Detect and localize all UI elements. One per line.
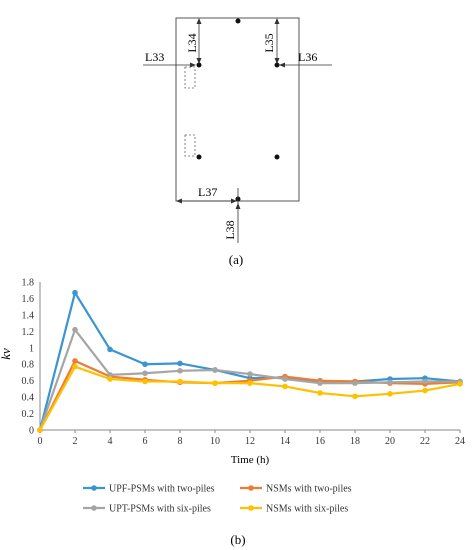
dashed-block-upper (184, 66, 196, 89)
x-tick-label: 16 (315, 436, 325, 447)
series-3-point (107, 372, 113, 378)
series-4-point (422, 387, 428, 394)
series-4-point (212, 380, 218, 386)
label-l38: L38 (223, 220, 237, 239)
label-l35: L35 (262, 33, 276, 52)
series-3-point (317, 380, 323, 386)
y-tick-label: 0.6 (22, 376, 35, 387)
series-4-point (317, 390, 323, 396)
x-tick-label: 4 (108, 436, 113, 447)
series-4-point (72, 363, 78, 370)
y-tick-label: 0.8 (22, 360, 35, 371)
x-tick-label: 12 (245, 436, 255, 447)
x-tick-label: 18 (350, 436, 360, 447)
x-tick-label: 20 (385, 436, 395, 447)
x-tick-label: 2 (73, 436, 78, 447)
legend-label: NSMs with six-piles (266, 504, 348, 515)
pile-upper-left (196, 62, 202, 68)
label-l37: L37 (198, 185, 217, 199)
y-tick-label: 1.8 (22, 278, 35, 289)
axes: 00.20.40.60.811.21.41.61.80 2 4 6 8 10 12 14 16 1… (22, 278, 466, 448)
series-3-point (282, 376, 288, 382)
series-1-line (38, 291, 461, 431)
x-tick-label: 14 (280, 436, 290, 447)
x-tick-label: 24 (455, 436, 465, 447)
series-4-point (142, 378, 148, 385)
label-l36: L36 (298, 50, 317, 64)
legend-label: UPF-PSMs with two-piles (109, 484, 215, 495)
series-3-point (352, 380, 358, 386)
x-axis-label: Time (h) (231, 454, 270, 466)
legend-label: UPT-PSMs with six-piles (109, 504, 211, 515)
layout-schematic: L34 L35 L33 L36 L37 L38 (a) (143, 17, 332, 267)
series-4-point (37, 427, 43, 433)
legend: UPF-PSMs with two-piles NSMs with two-pil… (83, 484, 352, 515)
y-tick-label: 0.4 (22, 393, 35, 404)
y-tick-label: 1.6 (22, 294, 35, 305)
caption-b: (b) (230, 532, 245, 547)
series-4-point (352, 393, 358, 400)
pile-top-center (235, 18, 241, 24)
series-3-point (247, 371, 253, 377)
pile-upper-right (274, 62, 280, 68)
x-tick-label: 8 (178, 436, 183, 447)
legend-swatch-marker (248, 505, 254, 511)
series-4-point (107, 376, 113, 382)
y-tick-label: 1.4 (22, 310, 35, 321)
series-3-point (142, 370, 148, 377)
series-3-point (387, 379, 393, 386)
x-tick-label: 6 (143, 436, 148, 447)
caption-a: (a) (229, 252, 243, 267)
dashed-block-lower (184, 134, 196, 157)
legend-swatch-marker (91, 485, 97, 491)
pile-lower-right (274, 154, 280, 160)
y-tick-label: 0.2 (22, 409, 35, 420)
x-tick-label: 0 (38, 436, 43, 447)
series-3-point (212, 367, 218, 373)
series-4-point (247, 380, 253, 386)
label-l33: L33 (145, 50, 164, 64)
series-3-point (177, 368, 183, 374)
series-4-point (177, 378, 183, 385)
label-l34: L34 (185, 33, 199, 52)
series-2-point (72, 358, 78, 364)
x-tick-label: 10 (210, 436, 220, 447)
legend-swatch-marker (248, 485, 254, 491)
y-tick-label: 0 (29, 426, 34, 437)
series-1-point (72, 289, 78, 296)
series-4-point (282, 383, 288, 390)
series-3-point (422, 378, 428, 385)
series-group (37, 289, 463, 433)
series-4-point (387, 391, 393, 397)
series-4-point (457, 381, 463, 387)
series-1-point (142, 361, 148, 368)
y-axis-label: kv (0, 348, 13, 360)
kv-chart: 00.20.40.60.811.21.41.61.80 2 4 6 8 10 12 14 16 1… (0, 278, 466, 548)
x-tick-label: 22 (420, 436, 430, 447)
series-1-point (177, 360, 183, 367)
pile-lower-left (196, 154, 202, 160)
y-tick-label: 1.2 (22, 327, 35, 338)
series-1-point (107, 346, 113, 353)
y-tick-label: 1 (29, 343, 34, 354)
series-3-point (72, 326, 78, 333)
legend-swatch-marker (91, 505, 97, 511)
legend-label: NSMs with two-piles (266, 484, 352, 495)
